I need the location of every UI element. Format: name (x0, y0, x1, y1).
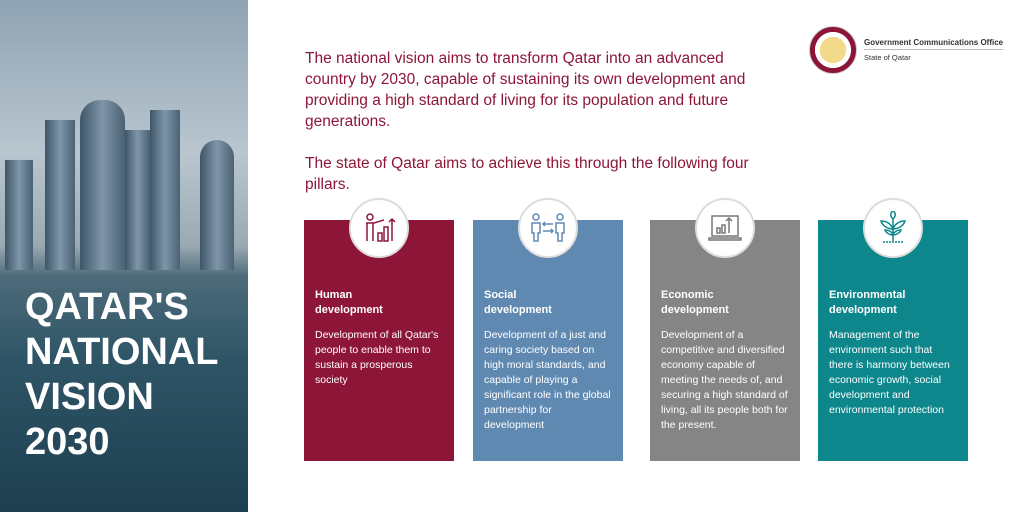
skyline-photo: QATAR'S NATIONAL VISION 2030 (0, 0, 248, 512)
logo-name: Government Communications Office (864, 38, 1004, 50)
gco-logo: Government Communications Office State o… (809, 26, 1004, 74)
pillar-title: Environmental development (829, 289, 906, 316)
pillar-title: Economic development (661, 289, 729, 316)
pillar-card-economic: Economic development Development of a co… (650, 198, 800, 461)
pillar-card-human: Human development Development of all Qat… (304, 198, 454, 461)
intro-text: The national vision aims to transform Qa… (305, 48, 765, 216)
title-line: 2030 (25, 421, 110, 463)
title-line: QATAR'S (25, 286, 189, 328)
pillar-title: Social development (484, 289, 552, 316)
laptop-chart-icon (695, 198, 755, 258)
pillar-card-social: Social development Development of a just… (473, 198, 623, 461)
pillar-text: Development of all Qatar's people to ena… (315, 329, 439, 386)
intro-paragraph: The national vision aims to transform Qa… (305, 50, 746, 130)
pillar-text: Management of the environment such that … (829, 329, 950, 416)
title-line: NATIONAL (25, 331, 219, 373)
page-title: QATAR'S NATIONAL VISION 2030 (25, 285, 219, 465)
title-line: VISION (25, 376, 154, 418)
plant-icon (863, 198, 923, 258)
intro-paragraph: The state of Qatar aims to achieve this … (305, 155, 749, 193)
pillar-text: Development of a competitive and diversi… (661, 329, 788, 431)
pillar-text: Development of a just and caring society… (484, 329, 611, 431)
logo-subtitle: State of Qatar (864, 53, 911, 62)
person-growth-chart-icon (349, 198, 409, 258)
state-seal-icon (809, 26, 857, 74)
pillar-title: Human development (315, 289, 383, 316)
pillar-card-environmental: Environmental development Management of … (818, 198, 968, 461)
people-exchange-icon (518, 198, 578, 258)
